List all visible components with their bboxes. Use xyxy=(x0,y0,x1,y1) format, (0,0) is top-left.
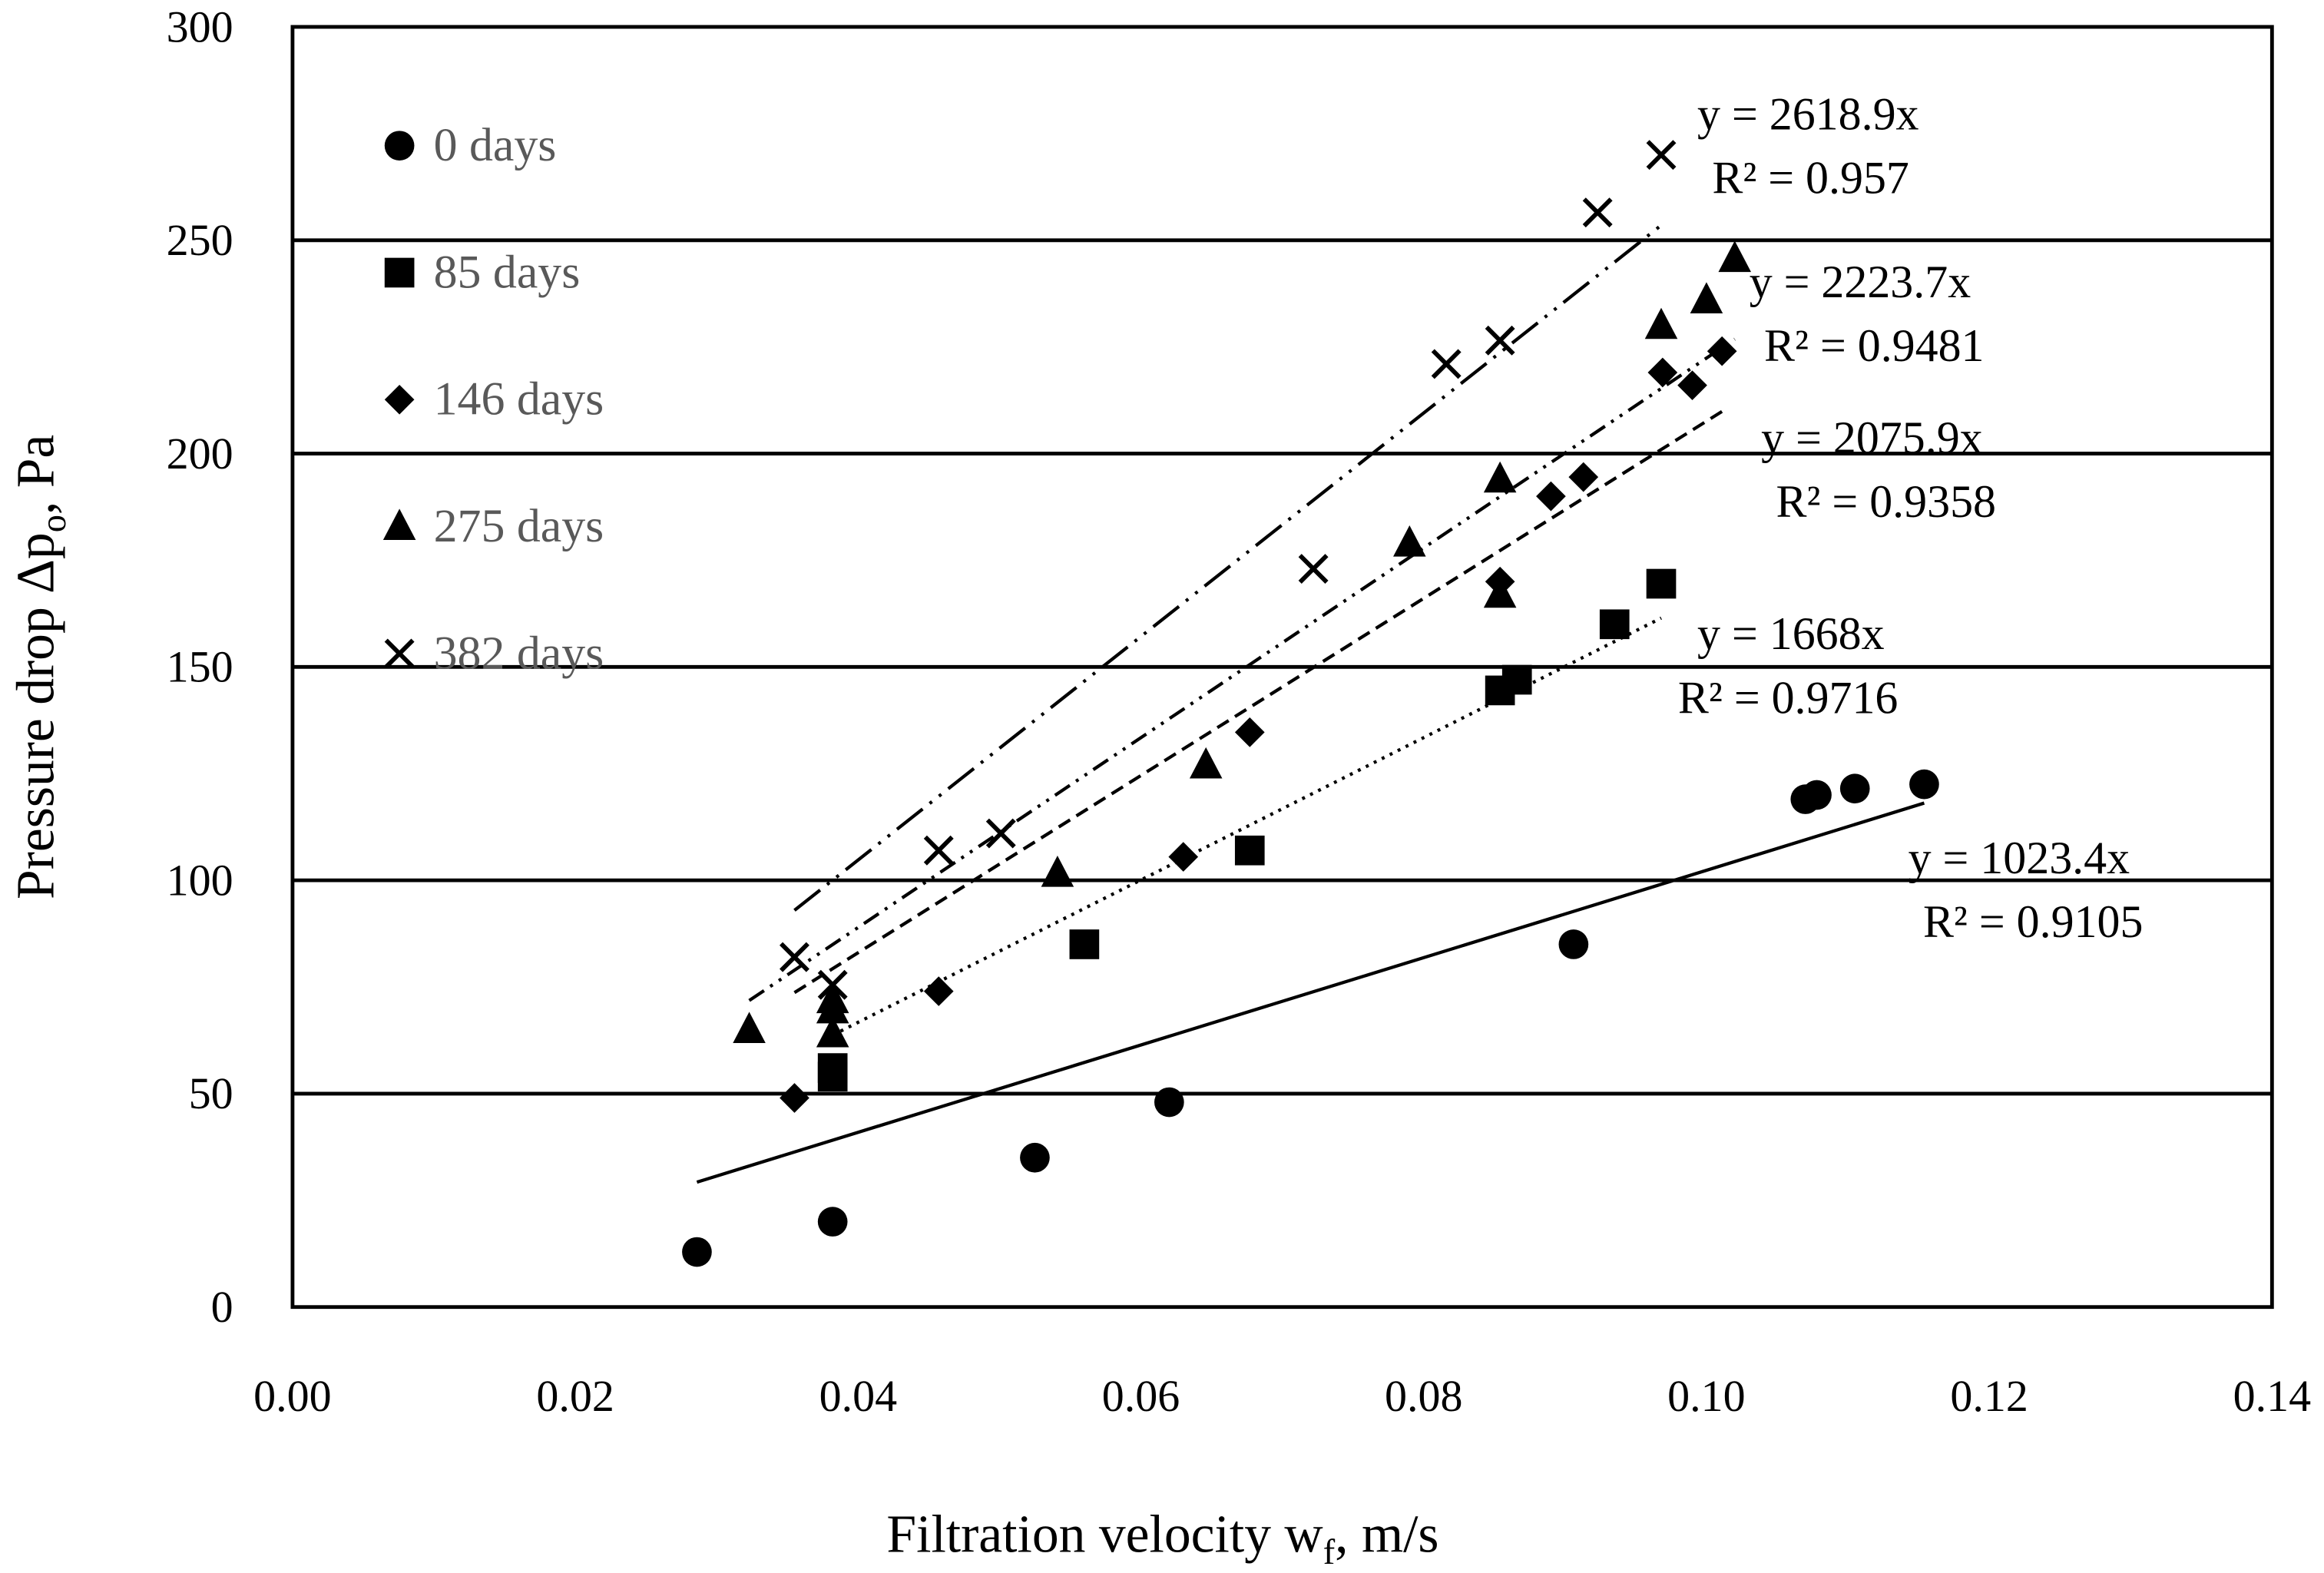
data-point xyxy=(1483,576,1517,608)
y-tick-label: 100 xyxy=(167,855,233,905)
y-tick-label: 250 xyxy=(167,215,233,265)
trend-r-squared: R² = 0.957 xyxy=(1712,153,1909,204)
y-tick-label: 300 xyxy=(167,2,233,51)
trendlines xyxy=(696,224,1925,1184)
trendline-146-days xyxy=(793,409,1723,995)
data-point xyxy=(1707,336,1737,366)
legend-marker-circle xyxy=(384,131,415,161)
data-point xyxy=(1234,717,1265,747)
data-point xyxy=(682,1237,712,1267)
data-point xyxy=(816,1015,849,1048)
trend-equations: y = 1023.4x R² = 0.9105 y = 1668x R² = 0.97… xyxy=(1678,88,2144,947)
x-axis-label: Filtration velocity wf, m/s xyxy=(886,1505,1438,1572)
trend-equation: y = 2223.7x xyxy=(1750,257,1971,307)
data-point xyxy=(1154,1087,1184,1118)
trend-equation: y = 1668x xyxy=(1697,608,1885,659)
legend-marker-square xyxy=(384,257,415,288)
x-tick-label: 0.04 xyxy=(819,1371,898,1421)
plot-area-border xyxy=(290,25,2274,1310)
data-point xyxy=(1909,769,1939,800)
data-point xyxy=(780,942,809,972)
trend-r-squared: R² = 0.9481 xyxy=(1764,320,1984,371)
x-tick-labels: 0.00 0.02 0.04 0.06 0.08 0.10 0.12 0.14 xyxy=(253,1371,2311,1421)
data-point xyxy=(817,1207,848,1237)
data-point xyxy=(1536,481,1566,512)
data-point xyxy=(817,969,848,1000)
data-point xyxy=(1644,307,1678,339)
trendline-275-days xyxy=(748,337,1736,1002)
data-point xyxy=(1298,554,1329,584)
trend-equation: y = 1023.4x xyxy=(1909,833,2130,883)
data-point xyxy=(1677,370,1707,401)
data-point xyxy=(780,1083,809,1113)
data-point xyxy=(1558,929,1589,959)
data-point xyxy=(816,982,849,1014)
legend-marker-cross xyxy=(384,638,415,669)
data-point xyxy=(1485,325,1515,356)
x-tick-label: 0.06 xyxy=(1102,1371,1180,1421)
trend-equation: y = 2075.9x xyxy=(1761,412,1983,463)
data-point xyxy=(1069,929,1100,959)
data-point xyxy=(1690,282,1723,313)
y-tick-label: 50 xyxy=(189,1068,233,1118)
legend-label: 275 days xyxy=(434,500,604,552)
gridlines xyxy=(292,238,2273,1096)
data-point xyxy=(1646,568,1677,599)
data-point xyxy=(923,976,954,1006)
data-point xyxy=(1431,349,1462,379)
legend-label: 0 days xyxy=(434,119,557,171)
data-point xyxy=(1234,835,1265,866)
data-point xyxy=(1582,197,1613,228)
data-point xyxy=(1041,856,1074,887)
data-point xyxy=(817,1053,848,1083)
legend-marker-diamond xyxy=(384,384,415,415)
x-tick-label: 0.02 xyxy=(536,1371,614,1421)
legend-label: 146 days xyxy=(434,373,604,426)
x-tick-label: 0.14 xyxy=(2233,1371,2312,1421)
trend-equation: y = 2618.9x xyxy=(1697,88,1919,139)
y-tick-label: 200 xyxy=(167,429,233,479)
x-tick-label: 0.08 xyxy=(1385,1371,1462,1421)
data-point xyxy=(985,818,1016,849)
y-tick-label: 150 xyxy=(167,642,233,692)
trendline-382-days xyxy=(793,224,1663,912)
data-point xyxy=(1718,240,1752,273)
legend-label: 382 days xyxy=(434,627,604,679)
legend-marker-triangle xyxy=(382,508,416,541)
y-axis-label: Pressure drop Δpo, Pa xyxy=(7,435,74,899)
data-point xyxy=(1568,462,1599,492)
data-point xyxy=(1646,140,1677,171)
data-point xyxy=(1501,664,1532,695)
x-tick-label: 0.12 xyxy=(1950,1371,2028,1421)
x-tick-label: 0.00 xyxy=(253,1371,332,1421)
trend-r-squared: R² = 0.9716 xyxy=(1678,672,1898,723)
trend-r-squared: R² = 0.9358 xyxy=(1776,476,1996,527)
legend-label: 85 days xyxy=(434,246,581,298)
trendline-85-days xyxy=(832,616,1662,1037)
data-point xyxy=(923,835,954,866)
data-point xyxy=(1647,357,1678,388)
data-point xyxy=(1189,747,1223,779)
legend: 0 days 85 days 146 days 275 days 382 days xyxy=(382,119,604,679)
data-point xyxy=(1020,1142,1050,1173)
data-point xyxy=(1393,525,1426,557)
data-point xyxy=(1483,461,1517,493)
trend-r-squared: R² = 0.9105 xyxy=(1923,896,2143,947)
data-point xyxy=(1802,780,1832,810)
data-points xyxy=(682,140,1939,1267)
data-point xyxy=(733,1012,766,1043)
trendline-0-days xyxy=(696,801,1925,1184)
y-tick-label: 0 xyxy=(211,1282,233,1332)
data-point xyxy=(1839,773,1870,804)
x-tick-label: 0.10 xyxy=(1667,1371,1746,1421)
data-point xyxy=(1168,842,1199,872)
y-tick-labels: 0 50 100 150 200 250 300 xyxy=(167,2,233,1332)
data-point xyxy=(1599,609,1630,640)
